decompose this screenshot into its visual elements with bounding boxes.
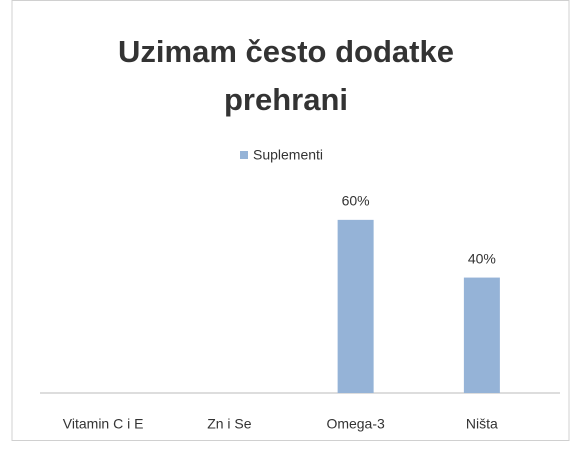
x-tick-label: Ništa <box>466 416 498 432</box>
data-label: 60% <box>342 193 370 209</box>
x-tick-label: Omega-3 <box>326 416 385 432</box>
chart-title: Uzimam često dodatke prehrani <box>118 34 454 117</box>
data-label: 40% <box>468 250 496 266</box>
x-tick-label: Zn i Se <box>207 416 252 432</box>
bar <box>463 277 500 393</box>
chart-frame <box>11 0 570 441</box>
legend-label: Suplementi <box>253 147 323 163</box>
x-tick-label: Vitamin C i E <box>63 416 144 432</box>
bar <box>337 219 374 393</box>
legend-swatch <box>240 151 248 159</box>
